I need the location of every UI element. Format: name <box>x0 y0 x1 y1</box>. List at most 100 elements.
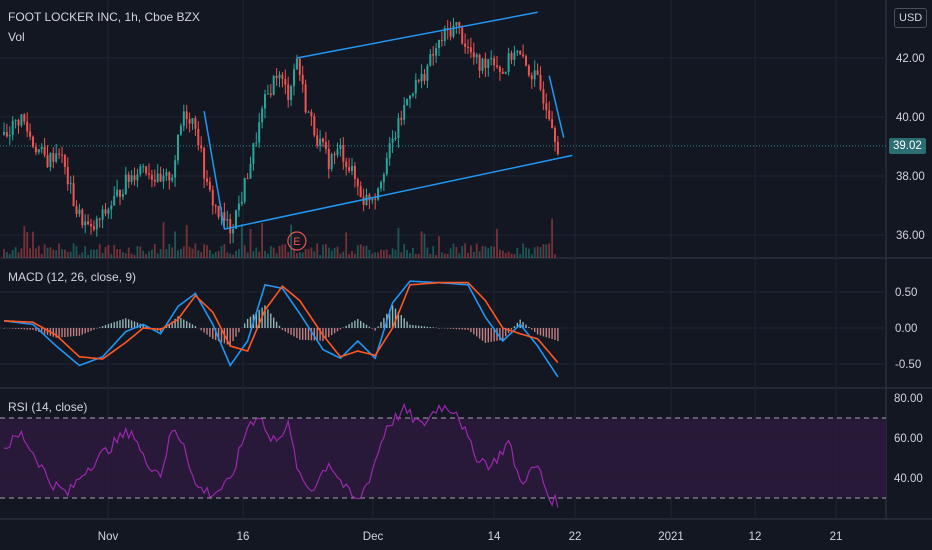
candle-body <box>84 221 87 226</box>
price-axis-tick-label: 42.00 <box>896 53 925 65</box>
volume-bar <box>525 247 527 258</box>
volume-bar <box>142 250 145 258</box>
candle-body <box>525 56 527 66</box>
volume-bar <box>162 222 165 258</box>
candle-body <box>66 166 69 185</box>
macd-histogram-bar <box>171 321 173 328</box>
macd-histogram-bar <box>55 328 57 338</box>
volume-bar <box>52 249 55 258</box>
macd-histogram-bar <box>284 328 286 332</box>
candle-body <box>150 174 153 180</box>
candle-body <box>362 197 365 205</box>
macd-histogram-bar <box>246 318 249 328</box>
macd-histogram-bar <box>52 328 54 337</box>
candle-body <box>327 148 330 170</box>
volume-bar <box>87 254 89 258</box>
volume-bar <box>151 249 153 258</box>
trendlines-layer[interactable] <box>203 11 573 230</box>
candle-body <box>353 166 356 180</box>
candle-body <box>214 205 217 207</box>
volume-bar <box>110 254 113 258</box>
volume-bar <box>380 249 382 258</box>
macd-histogram-bar <box>345 325 347 328</box>
symbol-title[interactable]: FOOT LOCKER INC, 1h, Cboe BZX <box>8 10 200 24</box>
candle-body <box>293 69 295 87</box>
price-axis-tick-label: 40.00 <box>896 112 925 124</box>
rsi-band-layer <box>0 417 886 499</box>
rsi-label[interactable]: RSI (14, close) <box>8 400 88 414</box>
volume-bar <box>281 244 284 258</box>
macd-histogram-bar <box>12 328 14 329</box>
candle-body <box>313 116 316 136</box>
volume-bar <box>501 250 504 258</box>
candle-body <box>449 29 452 37</box>
earnings-marker[interactable]: E <box>287 231 307 251</box>
candle-body <box>148 173 150 175</box>
candle-body <box>208 181 211 190</box>
candle-body <box>336 148 339 156</box>
volume-bar <box>261 222 263 258</box>
volume-bar <box>43 244 46 258</box>
macd-label[interactable]: MACD (12, 26, close, 9) <box>8 270 137 284</box>
macd-histogram-bar <box>423 326 426 328</box>
macd-histogram-bar <box>493 328 495 342</box>
candle-body <box>90 224 92 227</box>
volume-bar <box>258 251 261 258</box>
candle-body <box>493 58 496 66</box>
candle-body <box>391 138 394 144</box>
macd-axis-tick-label: 0.00 <box>895 323 917 335</box>
macd-histogram-bar <box>43 328 46 334</box>
volume-bar <box>325 244 327 258</box>
volume-bar <box>81 252 84 258</box>
volume-bar <box>188 246 191 258</box>
currency-button[interactable]: USD <box>894 8 928 28</box>
volume-bar <box>536 246 539 258</box>
candle-body <box>403 104 406 120</box>
candle-body <box>72 183 75 207</box>
candle-body <box>371 198 374 201</box>
volume-bar <box>348 254 350 258</box>
macd-histogram-bar <box>455 328 458 330</box>
macd-histogram-bar <box>368 326 371 328</box>
volume-bar <box>217 251 220 258</box>
rsi-background-band <box>0 418 886 498</box>
candle-body <box>472 52 475 58</box>
macd-histogram-bar <box>84 328 86 334</box>
volume-bar <box>200 252 203 258</box>
candle-body <box>275 75 278 79</box>
volume-layer <box>3 218 556 258</box>
candle-body <box>295 58 298 70</box>
candle-body <box>95 218 98 230</box>
candle-body <box>487 59 490 68</box>
volume-bar <box>487 248 490 258</box>
signal-line <box>3 281 559 364</box>
volume-bar <box>26 232 29 258</box>
volume-bar <box>127 247 130 258</box>
candle-body <box>429 54 432 66</box>
volume-bar <box>20 248 23 258</box>
candle-body <box>223 212 226 221</box>
macd-histogram-bar <box>270 313 272 328</box>
volume-bar <box>249 229 252 258</box>
volume-bar <box>539 247 542 258</box>
macd-histogram-bar <box>464 328 466 330</box>
macd-histogram-bar <box>542 328 545 337</box>
volume-bar <box>327 247 330 258</box>
volume-bar <box>124 253 127 258</box>
candle-body <box>301 75 304 85</box>
candle-body <box>168 172 171 181</box>
macd-histogram-bar <box>81 328 83 335</box>
macd-histogram-bar <box>371 328 373 329</box>
volume-bar <box>391 248 394 258</box>
macd-histogram-bar <box>165 326 168 328</box>
volume-bar <box>264 250 266 258</box>
volume-bar <box>240 224 243 258</box>
candle-body <box>443 28 446 42</box>
candles-layer <box>3 17 559 244</box>
macd-histogram-bar <box>61 328 63 338</box>
macd-histogram-bar <box>281 328 284 330</box>
candle-body <box>388 143 391 158</box>
candle-body <box>426 65 429 81</box>
macd-histogram-bar <box>93 328 95 330</box>
